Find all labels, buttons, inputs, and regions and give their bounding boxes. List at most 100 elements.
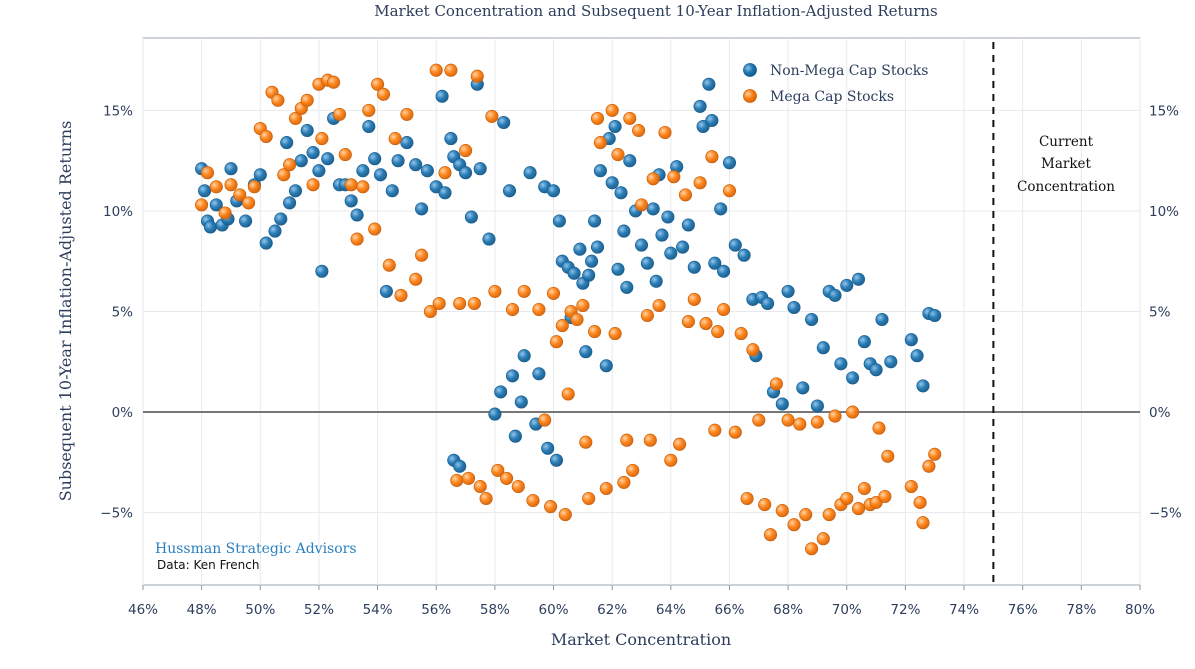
mega-cap-point xyxy=(200,166,215,180)
non-mega-cap-point xyxy=(834,357,848,371)
y-tick-label-right: 0% xyxy=(1149,405,1171,421)
non-mega-cap-point xyxy=(851,272,866,286)
non-mega-cap-point xyxy=(573,242,587,256)
mega-cap-point xyxy=(588,325,602,339)
mega-cap-point xyxy=(409,272,423,286)
mega-cap-point xyxy=(840,491,854,506)
non-mega-cap-point xyxy=(300,123,314,138)
mega-cap-point xyxy=(652,298,666,313)
non-mega-cap-point xyxy=(828,288,842,302)
non-mega-cap-point xyxy=(590,240,605,254)
mega-cap-point xyxy=(327,75,341,89)
mega-cap-point xyxy=(224,178,238,192)
non-mega-cap-point xyxy=(523,166,537,180)
mega-cap-point xyxy=(881,449,895,463)
mega-cap-point xyxy=(505,302,520,317)
non-mega-cap-point xyxy=(541,441,555,455)
non-mega-cap-point xyxy=(280,136,294,150)
x-tick-label: 72% xyxy=(890,602,920,618)
mega-cap-point xyxy=(667,170,681,184)
mega-cap-point xyxy=(913,495,927,510)
non-mega-cap-point xyxy=(869,363,883,377)
non-mega-cap-point xyxy=(385,184,399,198)
non-mega-cap-point xyxy=(634,238,649,252)
legend-marker-mega xyxy=(743,89,757,103)
y-tick-label-left: 10% xyxy=(103,204,133,220)
mega-cap-point xyxy=(705,150,719,164)
non-mega-cap-point xyxy=(532,367,546,381)
non-mega-cap-point xyxy=(306,146,320,160)
non-mega-cap-point xyxy=(884,355,898,369)
x-tick-label: 46% xyxy=(128,602,158,618)
mega-cap-point xyxy=(438,166,452,180)
non-mega-cap-point xyxy=(494,385,508,399)
mega-cap-point xyxy=(851,502,866,516)
mega-cap-point xyxy=(576,298,590,313)
non-mega-cap-point xyxy=(702,77,716,91)
mega-cap-point xyxy=(590,111,605,125)
mega-cap-point xyxy=(664,453,678,467)
non-mega-cap-point xyxy=(283,196,297,210)
non-mega-cap-point xyxy=(259,236,273,250)
x-tick-label: 58% xyxy=(480,602,510,618)
mega-cap-point xyxy=(546,286,561,300)
non-mega-cap-point xyxy=(209,198,223,212)
mega-cap-point xyxy=(599,481,613,496)
non-mega-cap-point xyxy=(502,184,517,198)
mega-cap-point xyxy=(459,144,473,158)
x-tick-label: 64% xyxy=(656,602,686,618)
non-mega-cap-point xyxy=(664,246,678,260)
mega-cap-point xyxy=(678,188,693,202)
mega-cap-point xyxy=(415,248,429,262)
mega-cap-point xyxy=(532,302,546,317)
mega-cap-point xyxy=(752,413,766,427)
mega-cap-point xyxy=(781,413,795,427)
non-mega-cap-point xyxy=(459,166,473,180)
non-mega-cap-point xyxy=(775,397,789,411)
mega-cap-point xyxy=(734,327,748,341)
non-mega-cap-point xyxy=(321,152,335,166)
non-mega-cap-point xyxy=(787,300,801,315)
y-tick-label-right: 15% xyxy=(1149,103,1179,119)
non-mega-cap-point xyxy=(599,359,613,373)
non-mega-cap-point xyxy=(614,186,628,200)
non-mega-cap-point xyxy=(239,214,253,228)
mega-cap-point xyxy=(288,111,303,125)
mega-cap-point xyxy=(857,481,871,496)
annotation-line-1: Current xyxy=(1039,134,1094,150)
mega-cap-point xyxy=(617,475,631,489)
non-mega-cap-point xyxy=(517,349,531,363)
mega-cap-point xyxy=(500,471,514,485)
non-mega-cap-point xyxy=(268,224,282,238)
mega-cap-point xyxy=(763,528,778,542)
non-mega-cap-point xyxy=(453,459,467,473)
mega-cap-point xyxy=(922,459,936,473)
non-mega-cap-point xyxy=(681,218,695,232)
mega-cap-point xyxy=(306,178,320,192)
non-mega-cap-point xyxy=(810,399,824,413)
mega-cap-point xyxy=(338,148,352,162)
mega-cap-point xyxy=(423,304,437,319)
mega-cap-point xyxy=(722,184,737,198)
non-mega-cap-point xyxy=(274,212,288,226)
non-mega-cap-point xyxy=(315,264,329,278)
legend-label-mega: Mega Cap Stocks xyxy=(770,89,894,105)
x-tick-label: 48% xyxy=(187,602,217,618)
mega-cap-point xyxy=(517,284,531,298)
non-mega-cap-point xyxy=(552,214,566,228)
mega-cap-point xyxy=(271,93,285,107)
mega-cap-point xyxy=(247,180,261,194)
mega-cap-point xyxy=(775,504,789,518)
mega-cap-point xyxy=(878,489,892,504)
mega-cap-point xyxy=(828,409,842,423)
mega-cap-point xyxy=(259,129,273,144)
non-mega-cap-point xyxy=(473,162,487,176)
mega-cap-point xyxy=(846,405,860,419)
mega-cap-point xyxy=(544,500,558,514)
legend-marker-non-mega xyxy=(743,63,757,77)
y-tick-label-right: −5% xyxy=(1149,506,1182,522)
non-mega-cap-point xyxy=(728,238,742,252)
mega-cap-point xyxy=(388,132,402,146)
mega-cap-point xyxy=(283,158,297,172)
non-mega-cap-point xyxy=(288,184,303,198)
